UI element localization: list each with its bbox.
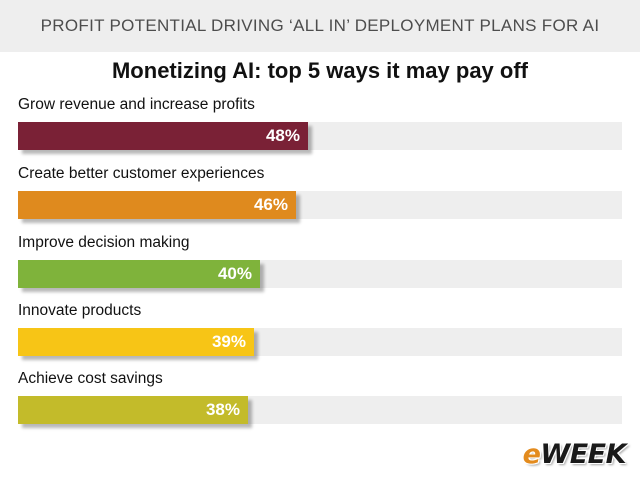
bar-value-label: 38% — [205, 400, 240, 419]
bar-category-label: Grow revenue and increase profits — [18, 96, 255, 113]
logo-e: e — [522, 439, 541, 470]
bar: 46% — [18, 191, 296, 219]
bar-track: 39% — [18, 328, 622, 356]
bar: 39% — [18, 328, 254, 356]
bar-value-label: 40% — [217, 264, 252, 283]
bar-category-label: Create better customer experiences — [18, 165, 265, 182]
bar-track: 48% — [18, 122, 622, 150]
bar-value-label: 39% — [211, 332, 246, 351]
bar: 40% — [18, 260, 260, 288]
bar-category-label: Achieve cost savings — [18, 370, 163, 387]
eweek-logo: eWEEK — [522, 439, 627, 470]
bar-track: 46% — [18, 191, 622, 219]
header-band: PROFIT POTENTIAL DRIVING ‘ALL IN’ DEPLOY… — [0, 0, 640, 52]
bar-value-label: 48% — [265, 126, 300, 145]
logo-week: WEEK — [540, 439, 626, 470]
bar-track: 40% — [18, 260, 622, 288]
bar-value-label: 46% — [253, 195, 288, 214]
bar: 38% — [18, 396, 248, 424]
bar: 48% — [18, 122, 308, 150]
bar-track: 38% — [18, 396, 622, 424]
bar-category-label: Innovate products — [18, 302, 142, 319]
header-title: PROFIT POTENTIAL DRIVING ‘ALL IN’ DEPLOY… — [40, 16, 600, 35]
chart-title: Monetizing AI: top 5 ways it may pay off — [111, 58, 528, 83]
bar-category-label: Improve decision making — [18, 234, 190, 251]
